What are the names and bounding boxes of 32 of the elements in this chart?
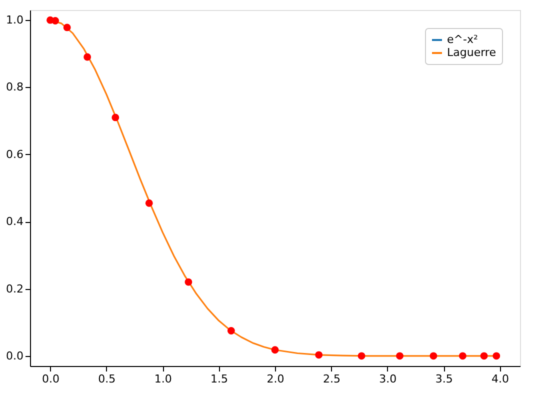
point [84,53,92,61]
point [396,352,404,360]
x-tick-label: 2.5 [322,372,340,386]
y-tick-label: 0.2 [6,282,24,296]
point [145,199,153,207]
y-tick-label: 0.0 [6,349,24,362]
x-tick-label: 0.0 [42,372,60,386]
legend-label: e^-x² [447,33,478,46]
point [358,352,366,360]
point [315,351,323,359]
y-tick-label: 0.6 [6,148,24,161]
x-tick-label: 1.0 [154,372,172,386]
point [492,352,500,360]
x-tick-label: 1.5 [210,372,228,386]
x-tick-label: 3.0 [379,372,397,386]
y-tick-label: 0.4 [6,215,24,228]
point [271,346,279,354]
point [430,352,438,360]
point [458,352,466,360]
x-tick-label: 4.0 [492,372,510,386]
y-tick-label: 0.8 [6,80,24,94]
point [184,278,192,286]
point [480,352,488,360]
legend-label: Laguerre [447,46,496,59]
point [52,17,59,24]
x-tick-label: 2.0 [266,372,284,386]
point [227,327,235,334]
x-tick-label: 0.5 [98,372,116,386]
y-tick-label: 1.0 [6,14,24,27]
x-tick-label: 3.5 [435,372,453,386]
point [112,114,120,122]
point [63,24,71,32]
